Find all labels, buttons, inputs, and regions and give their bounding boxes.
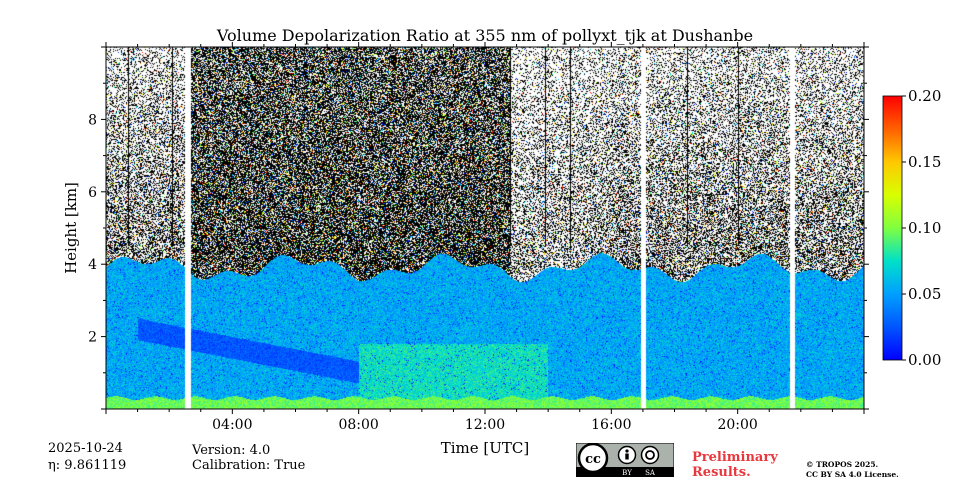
colorbar-tick-label: 0.05 bbox=[908, 285, 941, 303]
y-tick-label: 6 bbox=[88, 185, 97, 201]
preliminary-label-line2: Results. bbox=[692, 465, 751, 480]
colorbar-tick-label: 0.00 bbox=[908, 351, 941, 369]
badge-by-text: BY bbox=[622, 469, 632, 477]
y-tick-label: 8 bbox=[88, 112, 97, 128]
license-text: CC BY SA 4.0 License. bbox=[806, 470, 899, 479]
version-label: Version: 4.0 bbox=[192, 443, 271, 458]
x-axis-label: Time [UTC] bbox=[441, 439, 530, 457]
preliminary-label-line1: Preliminary bbox=[692, 450, 778, 465]
date-label: 2025-10-24 bbox=[48, 441, 123, 456]
x-tick-label: 12:00 bbox=[465, 417, 505, 433]
cc-license-badge: cc BY SA bbox=[576, 443, 674, 477]
y-tick-label: 2 bbox=[88, 330, 97, 346]
x-tick-label: 20:00 bbox=[717, 417, 757, 433]
x-tick-label: 16:00 bbox=[591, 417, 631, 433]
colorbar-tick-label: 0.10 bbox=[908, 219, 941, 237]
x-tick-label: 08:00 bbox=[338, 417, 378, 433]
eta-label: η: 9.861119 bbox=[48, 458, 127, 473]
colorbar-ticks: 0.00 0.05 0.10 0.15 0.20 bbox=[902, 87, 941, 369]
sa-icon bbox=[640, 445, 660, 465]
colorbar: 0.00 0.05 0.10 0.15 0.20 bbox=[882, 87, 941, 369]
calibration-label: Calibration: True bbox=[192, 458, 306, 473]
x-tick-label: 04:00 bbox=[212, 417, 252, 433]
y-axis-ticks: 2 4 6 8 bbox=[88, 46, 869, 410]
chart-title: Volume Depolarization Ratio at 355 nm of… bbox=[216, 26, 753, 45]
y-axis-label: Height [km] bbox=[62, 182, 80, 274]
badge-sa-text: SA bbox=[645, 469, 656, 477]
cc-icon: cc bbox=[577, 443, 609, 474]
colorbar-tick-label: 0.15 bbox=[908, 153, 941, 171]
plot-area: 04:00 08:00 12:00 16:00 20:00 2 4 6 8 bbox=[88, 42, 869, 433]
heatmap-image bbox=[106, 47, 864, 409]
colorbar-tick-label: 0.20 bbox=[908, 87, 941, 105]
x-axis-ticks: 04:00 08:00 12:00 16:00 20:00 bbox=[105, 42, 865, 433]
svg-text:cc: cc bbox=[585, 452, 601, 467]
colorbar-gradient bbox=[882, 95, 903, 361]
y-tick-label: 4 bbox=[88, 257, 97, 273]
copyright-text: © TROPOS 2025. bbox=[806, 460, 879, 469]
by-icon bbox=[617, 445, 637, 465]
